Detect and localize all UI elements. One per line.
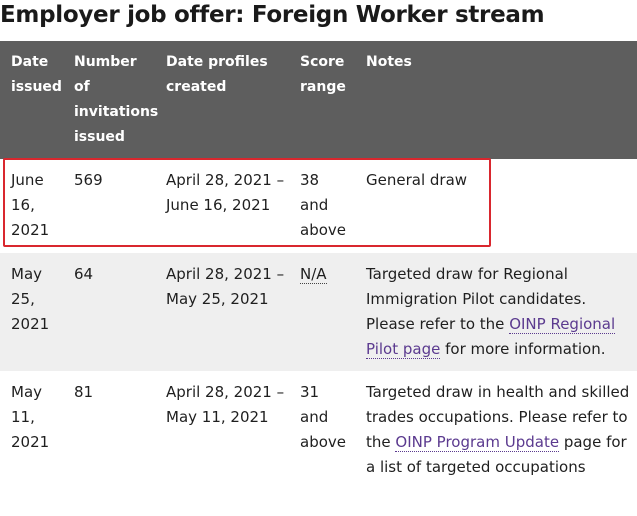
- cell-invitations: 81: [63, 371, 155, 514]
- oinp-regional-pilot-link[interactable]: OINP Regional Pilot page: [366, 315, 616, 359]
- cell-date-issued: May 25, 2021: [0, 253, 63, 371]
- table-header-row: Date issued Number of invitations issued…: [0, 41, 637, 159]
- header-date-profiles-created: Date profiles created: [155, 41, 289, 159]
- score-abbreviation[interactable]: N/A: [300, 265, 327, 284]
- cell-profiles-created: April 28, 2021 – June 16, 2021: [155, 159, 289, 253]
- header-score-range: Score range: [289, 41, 355, 159]
- notes-text: Targeted draw in health and skilled trad…: [366, 383, 630, 451]
- table-row: May 25, 2021 64 April 28, 2021 – May 25,…: [0, 253, 637, 371]
- cell-score-range: N/A: [289, 253, 355, 371]
- header-date-issued: Date issued: [0, 41, 63, 159]
- cell-invitations: 64: [63, 253, 155, 371]
- table-row: June 16, 2021 569 April 28, 2021 – June …: [0, 159, 637, 253]
- notes-text-after: for more information.: [445, 340, 606, 358]
- cell-profiles-created: April 28, 2021 – May 11, 2021: [155, 371, 289, 514]
- cell-date-issued: May 11, 2021: [0, 371, 63, 514]
- oinp-program-update-link[interactable]: OINP Program Update: [395, 433, 560, 452]
- cell-score-range: 38 and above: [289, 159, 355, 253]
- cell-date-issued: June 16, 2021: [0, 159, 63, 253]
- table-row: May 11, 2021 81 April 28, 2021 – May 11,…: [0, 371, 637, 514]
- cell-notes: Targeted draw for Regional Immigration P…: [355, 253, 637, 371]
- cell-score-range: 31 and above: [289, 371, 355, 514]
- notes-text: General draw: [366, 171, 468, 189]
- invitations-table: Date issued Number of invitations issued…: [0, 41, 637, 514]
- notes-text-after: page for a list of targeted occupations: [366, 433, 627, 476]
- cell-notes: General draw: [355, 159, 637, 253]
- cell-notes: Targeted draw in health and skilled trad…: [355, 371, 637, 514]
- header-notes: Notes: [355, 41, 637, 159]
- header-number-of-invitations: Number of invitations issued: [63, 41, 158, 159]
- cell-profiles-created: April 28, 2021 – May 25, 2021: [155, 253, 289, 371]
- cell-invitations: 569: [63, 159, 155, 253]
- notes-text: Targeted draw for Regional Immigration P…: [366, 265, 587, 333]
- page-title: Employer job offer: Foreign Worker strea…: [0, 2, 545, 28]
